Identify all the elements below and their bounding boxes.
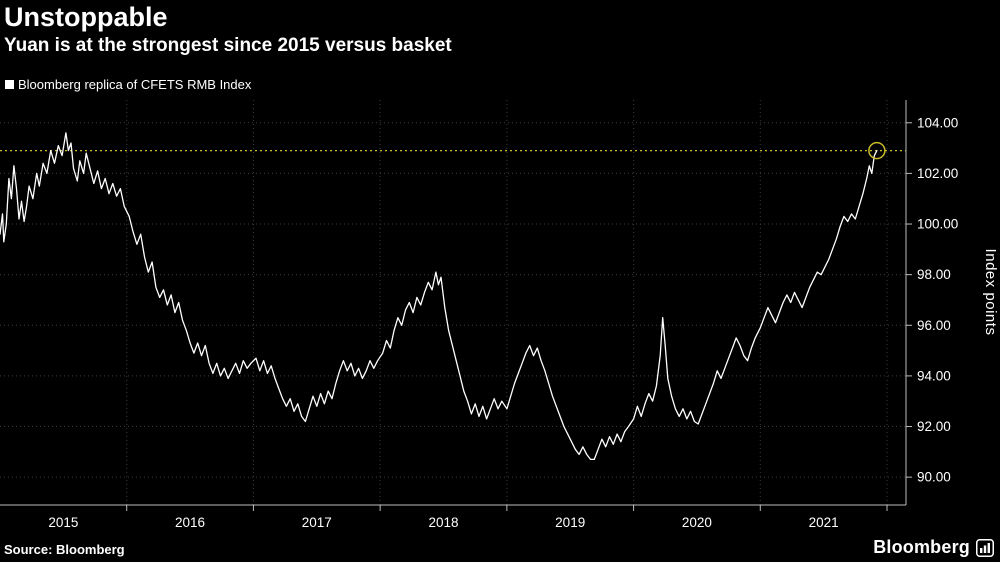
svg-text:102.00: 102.00 <box>917 166 958 181</box>
svg-text:2016: 2016 <box>175 515 205 530</box>
svg-text:2017: 2017 <box>302 515 332 530</box>
svg-text:2018: 2018 <box>428 515 458 530</box>
svg-text:92.00: 92.00 <box>917 419 951 434</box>
svg-text:90.00: 90.00 <box>917 470 951 485</box>
svg-text:2020: 2020 <box>682 515 712 530</box>
svg-text:2021: 2021 <box>809 515 839 530</box>
svg-text:104.00: 104.00 <box>917 115 958 130</box>
svg-text:96.00: 96.00 <box>917 318 951 333</box>
svg-text:2015: 2015 <box>48 515 78 530</box>
svg-text:98.00: 98.00 <box>917 267 951 282</box>
bloomberg-logo: Bloomberg <box>873 537 994 558</box>
svg-text:2019: 2019 <box>555 515 585 530</box>
legend-square-icon <box>5 80 14 89</box>
page-subtitle: Yuan is at the strongest since 2015 vers… <box>4 35 452 56</box>
y-axis-title: Index points <box>982 248 999 336</box>
svg-text:100.00: 100.00 <box>917 217 958 232</box>
page-title: Unstoppable <box>4 2 168 32</box>
bloomberg-wordmark: Bloomberg <box>873 537 970 557</box>
legend-label: Bloomberg replica of CFETS RMB Index <box>18 77 252 92</box>
legend: Bloomberg replica of CFETS RMB Index <box>5 77 251 92</box>
bloomberg-chart-icon <box>976 538 994 557</box>
source-text: Source: Bloomberg <box>4 542 125 557</box>
svg-text:94.00: 94.00 <box>917 368 951 383</box>
